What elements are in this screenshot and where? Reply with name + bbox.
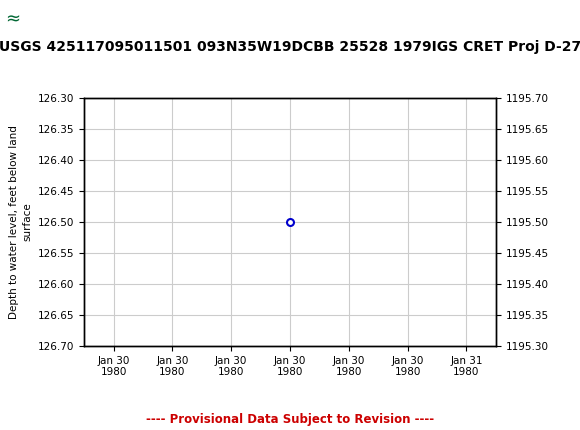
Y-axis label: Depth to water level, feet below land
surface: Depth to water level, feet below land su…: [9, 125, 32, 319]
Text: USGS: USGS: [67, 10, 122, 28]
Text: ≈: ≈: [5, 10, 20, 28]
Text: ---- Provisional Data Subject to Revision ----: ---- Provisional Data Subject to Revisio…: [146, 413, 434, 426]
FancyBboxPatch shape: [3, 3, 61, 35]
Text: USGS 425117095011501 093N35W19DCBB 25528 1979IGS CRET Proj D-27: USGS 425117095011501 093N35W19DCBB 25528…: [0, 40, 580, 54]
